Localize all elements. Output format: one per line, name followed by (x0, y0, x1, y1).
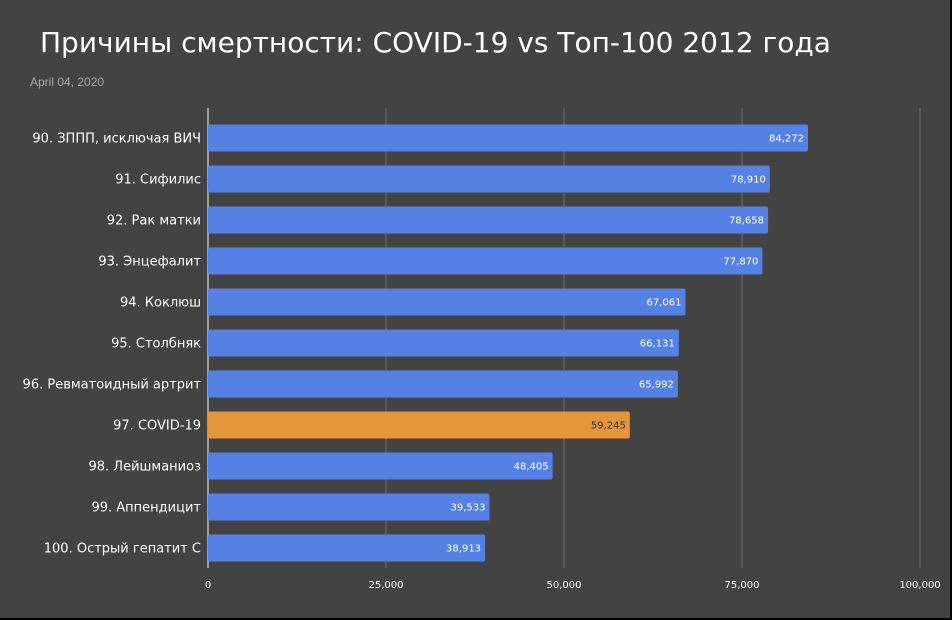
bar-value-label: 84,272 (769, 134, 804, 145)
category-label: 100. Острый гепатит С (44, 542, 201, 557)
bar (208, 534, 486, 562)
bar-value-label: 67,061 (646, 298, 681, 309)
category-labels: 90. ЗППП, исключая ВИЧ 91. Сифилис 92. Рак… (23, 132, 202, 557)
x-axis-ticks: 0 25,000 50,000 75,000 100,000 (205, 580, 941, 591)
bar (208, 370, 678, 398)
bar (208, 206, 769, 234)
bar (208, 247, 763, 275)
bar (208, 329, 679, 357)
bar (208, 452, 553, 480)
category-label: 95. Столбняк (111, 337, 201, 352)
bar-value-label: 77,870 (723, 257, 758, 268)
bars: 84,272 78,910 78,658 77,870 67,061 66,131 65,9… (208, 124, 809, 562)
bar-value-label: 38,913 (446, 544, 481, 555)
category-label: 96. Ревматоидный артрит (23, 378, 202, 393)
bar (208, 124, 809, 152)
bar-value-label: 78,658 (729, 216, 764, 227)
category-label: 99. Аппендицит (91, 501, 201, 516)
bar-value-label: 48,405 (514, 462, 549, 473)
bar (208, 493, 490, 521)
x-tick-label: 0 (205, 580, 211, 591)
category-label: 92. Рак матки (107, 214, 201, 229)
bar-value-label: 59,245 (591, 421, 626, 432)
bar-value-label: 65,992 (639, 380, 674, 391)
category-label: 93. Энцефалит (98, 255, 201, 270)
x-tick-label: 25,000 (369, 580, 404, 591)
bar (208, 165, 770, 193)
chart-date: April 04, 2020 (30, 75, 105, 89)
bar-value-label: 39,533 (450, 503, 485, 514)
x-tick-label: 50,000 (547, 580, 582, 591)
x-tick-label: 100,000 (899, 580, 940, 591)
bar-highlight (208, 411, 630, 439)
bar (208, 288, 686, 316)
x-tick-label: 75,000 (725, 580, 760, 591)
category-label: 94. Коклюш (120, 296, 201, 311)
category-label: 98. Лейшманиоз (88, 460, 201, 475)
category-label: 91. Сифилис (115, 173, 201, 188)
chart-title: Причины смертности: COVID-19 vs Топ-100 … (40, 26, 831, 59)
bar-value-label: 66,131 (640, 339, 675, 350)
category-label: 90. ЗППП, исключая ВИЧ (32, 132, 201, 147)
category-label: 97. COVID-19 (113, 419, 201, 434)
bar-value-label: 78,910 (731, 175, 766, 186)
